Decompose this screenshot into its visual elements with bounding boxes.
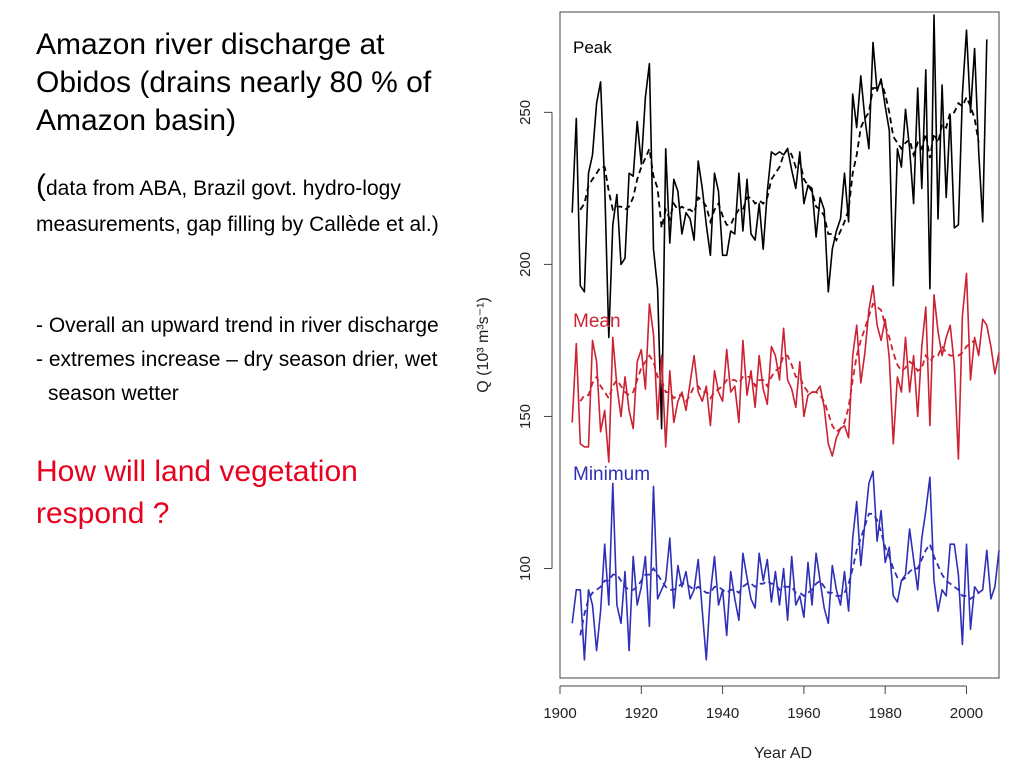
plot-frame <box>559 11 1000 679</box>
bullet-list: - Overall an upward trend in river disch… <box>36 309 456 411</box>
y-tick-label-150: 150 <box>517 404 534 429</box>
slide-title: Amazon river discharge at Obidos (drains… <box>36 28 432 137</box>
y-tick-label-100: 100 <box>517 556 534 581</box>
y-tick-label-250: 250 <box>517 100 534 125</box>
question-text: How will land vegetation respond ? <box>36 455 358 530</box>
data-source-note: (data from ABA, Brazil govt. hydro-logy … <box>36 168 456 243</box>
x-tick-label-2000: 2000 <box>950 705 983 722</box>
x-axis: 1900 1920 1940 1960 1980 2000 <box>543 685 983 722</box>
legend-label-minimum: Minimum <box>573 464 650 485</box>
y-axis-label: Q (10³ m³s⁻¹) <box>475 297 492 393</box>
y-tick-label-200: 200 <box>517 252 534 277</box>
source-text: data from ABA, Brazil govt. hydro-logy m… <box>36 177 439 236</box>
series-line-peak <box>571 14 988 430</box>
series-layer <box>571 14 1000 661</box>
x-axis-label: Year AD <box>754 745 812 762</box>
y-axis: 100 150 200 250 <box>517 100 553 581</box>
series-line-minimum <box>571 470 1000 661</box>
x-tick-label-1960: 1960 <box>787 705 820 722</box>
bullet-extremes: - extremes increase – dry season drier, … <box>36 348 438 405</box>
x-tick-label-1980: 1980 <box>868 705 901 722</box>
source-open-paren: ( <box>36 169 46 202</box>
legend-label-mean: Mean <box>573 311 621 332</box>
x-tick-label-1920: 1920 <box>625 705 658 722</box>
smoothed-line-mean <box>579 302 976 433</box>
bullet-upward-trend: - Overall an upward trend in river disch… <box>36 314 439 337</box>
x-tick-label-1900: 1900 <box>543 705 576 722</box>
slide-text-panel: Amazon river discharge at Obidos (drains… <box>36 26 456 535</box>
legend-label-peak: Peak <box>573 38 612 57</box>
x-tick-label-1940: 1940 <box>706 705 739 722</box>
smoothed-line-minimum <box>579 512 980 636</box>
smoothed-line-peak <box>579 79 980 242</box>
series-line-mean <box>571 272 1000 463</box>
